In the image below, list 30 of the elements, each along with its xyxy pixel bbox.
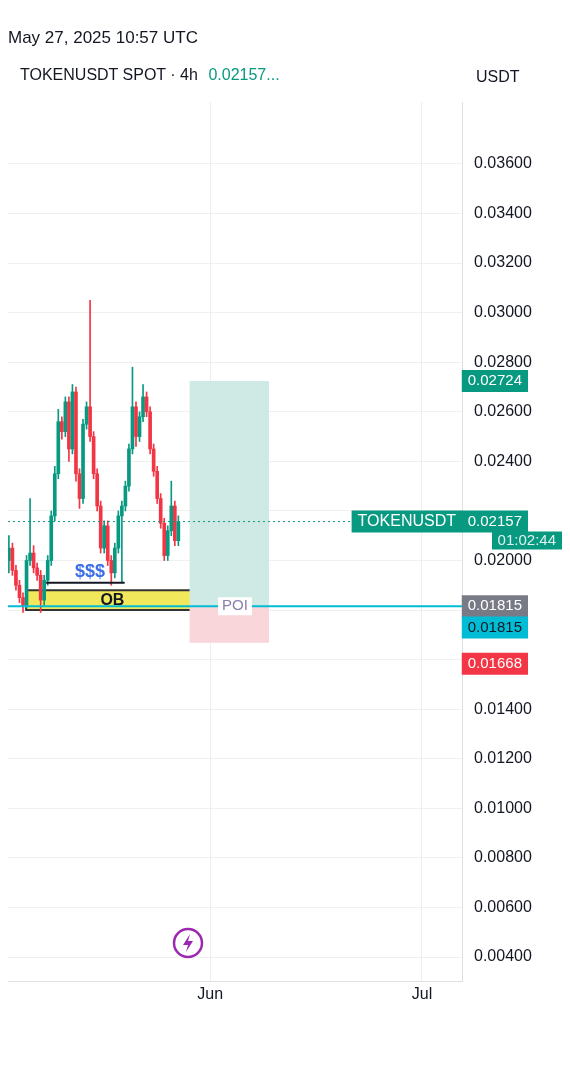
y-tick-label: 0.00400: [474, 947, 532, 965]
text: USDT: [476, 68, 520, 86]
y3-tick-label: 0.01815: [467, 617, 522, 635]
y-tick-label: 0.01400: [474, 699, 532, 717]
y3-tick-label: 0.01668: [467, 653, 522, 671]
y-tick-label: 0.02600: [474, 402, 532, 420]
annotation: $$$: [75, 560, 106, 581]
y-tick-label: 0.03000: [474, 303, 532, 321]
x-tick-label: Jun: [197, 984, 224, 1002]
text: 01:02:44: [497, 530, 556, 548]
y2-tick-label: 0.02157: [467, 511, 522, 529]
y-tick-label: 0.02400: [474, 451, 532, 469]
y-tick-label: 0.00600: [474, 897, 532, 915]
y-tick-label: 0.00800: [474, 848, 532, 866]
band-label: OB: [100, 590, 125, 608]
y2-tick-label: 0.01815: [467, 596, 522, 614]
y-tick-label: 0.02800: [474, 352, 532, 370]
y-tick-label: 0.02000: [474, 550, 532, 568]
y-tick-label: 0.03200: [474, 253, 532, 271]
y-tick-label: 0.03400: [474, 203, 532, 221]
y2-tick-label: 0.02724: [467, 371, 522, 389]
y-tick-label: 0.01200: [474, 749, 532, 767]
y-tick-label: 0.01000: [474, 798, 532, 816]
y-tick-label: 0.03600: [474, 154, 532, 172]
chart-title: TOKENUSDT SPOT · 4h: [20, 66, 198, 84]
x-tick-label: Jul: [411, 984, 433, 1002]
text: May 27, 2025 10:57 UTC: [8, 28, 199, 48]
ref-line-label: TOKENUSDT: [357, 511, 457, 529]
ref-line-label: POI: [222, 596, 248, 614]
chart-subtitle: 0.02157...: [208, 66, 280, 84]
